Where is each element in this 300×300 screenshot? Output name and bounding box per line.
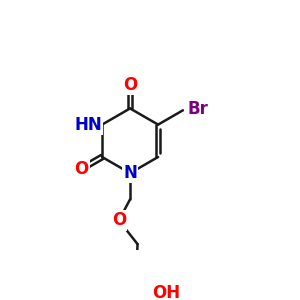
Text: O: O	[112, 212, 126, 230]
Text: O: O	[123, 76, 137, 94]
Text: OH: OH	[152, 284, 181, 300]
Text: Br: Br	[188, 100, 209, 118]
Text: N: N	[123, 164, 137, 182]
Text: O: O	[74, 160, 89, 178]
Text: HN: HN	[74, 116, 102, 134]
